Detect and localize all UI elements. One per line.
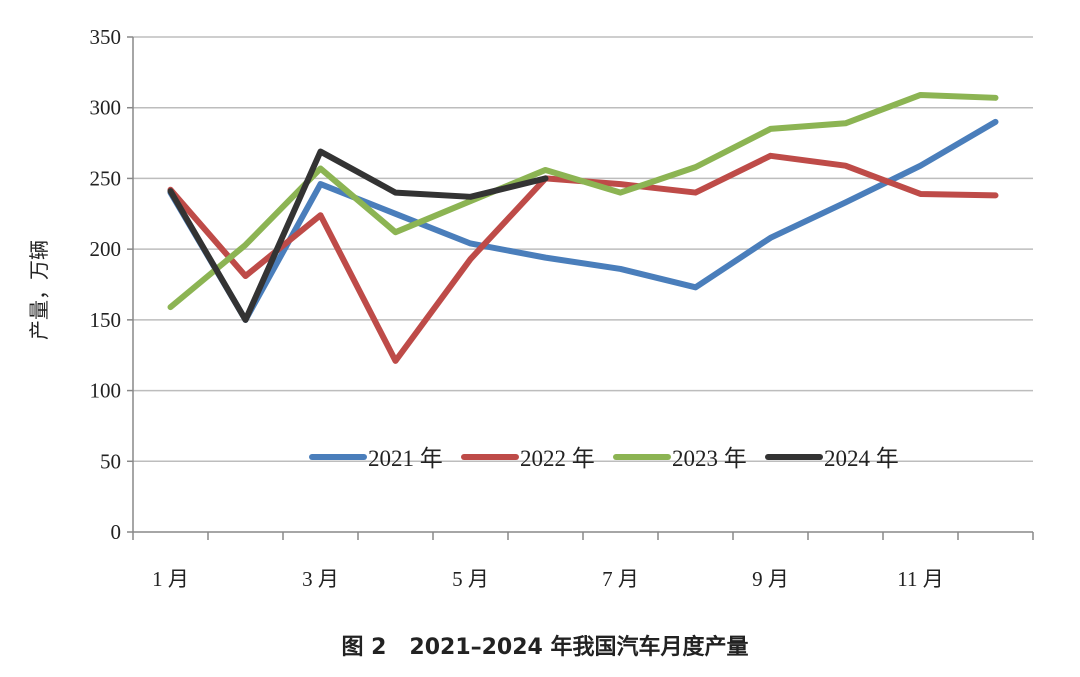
legend-label: 2024 年 [824,446,899,471]
y-axis-label: 产量，万辆 [28,240,51,340]
legend-label: 2021 年 [368,446,443,471]
y-tick-label: 200 [90,237,122,261]
y-tick-label: 50 [100,449,121,473]
x-tick-label: 5 月 [452,567,489,591]
series-line-2021 [167,118,999,323]
y-tick-label: 350 [90,25,122,49]
x-tick-label: 1 月 [152,567,189,591]
y-tick-label: 100 [90,379,122,403]
y-tick-label: 250 [90,166,122,190]
y-tick-label: 0 [111,520,122,544]
series-line-2023 [167,91,999,311]
x-tick-label: 9 月 [752,567,789,591]
legend-label: 2022 年 [520,446,595,471]
x-tick-label: 3 月 [302,567,339,591]
y-tick-label: 150 [90,308,122,332]
x-tick-label: 11 月 [897,567,943,591]
legend-label: 2023 年 [672,446,747,471]
y-tick-label: 300 [90,96,122,120]
chart-title: 图 2 2021–2024 年我国汽车月度产量 [341,634,748,660]
series-line-2024 [167,148,549,323]
x-tick-label: 7 月 [602,567,639,591]
